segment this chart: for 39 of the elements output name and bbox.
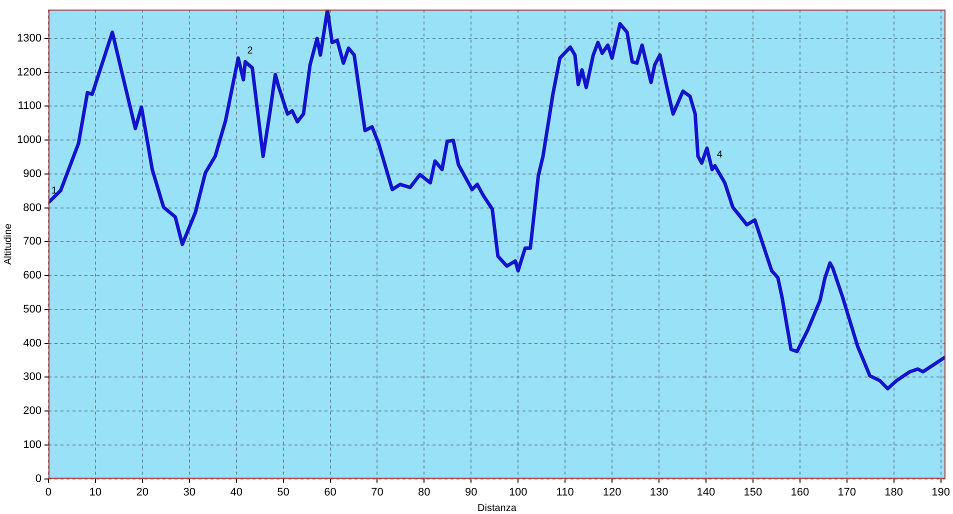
y-axis-title: Altitudine (2, 223, 14, 265)
x-tick-label: 170 (838, 486, 856, 498)
y-tick-label: 900 (23, 168, 42, 180)
x-tick-label: 80 (418, 486, 430, 498)
y-tick-label: 0 (35, 472, 42, 485)
x-tick-label: 180 (884, 486, 904, 498)
annotation: 1 (51, 185, 58, 196)
annotation: 2 (247, 46, 254, 57)
y-tick-label: 1300 (16, 32, 42, 44)
y-tick-label: 300 (23, 371, 42, 384)
y-tick-label: 1200 (16, 66, 42, 78)
x-tick-label: 100 (508, 486, 528, 498)
annotation: 4 (716, 150, 723, 161)
y-tick-label: 600 (23, 270, 42, 282)
y-tick-label: 100 (23, 438, 42, 451)
x-axis-title: Distanza (478, 502, 517, 514)
x-tick-label: 70 (371, 486, 384, 498)
y-tick-label: 400 (23, 337, 42, 350)
x-tick-label: 10 (89, 486, 102, 498)
x-tick-label: 90 (465, 486, 478, 498)
x-tick-label: 0 (45, 486, 52, 498)
x-tick-label: 50 (277, 486, 290, 498)
x-tick-label: 130 (650, 486, 668, 498)
x-tick-label: 60 (324, 486, 336, 498)
y-tick-label: 500 (23, 303, 42, 316)
y-tick-label: 800 (23, 202, 42, 214)
x-tick-label: 140 (696, 486, 716, 498)
x-tick-label: 120 (602, 486, 622, 498)
y-tick-label: 700 (23, 236, 42, 248)
y-tick-label: 200 (23, 405, 42, 418)
x-tick-label: 40 (230, 486, 242, 498)
x-tick-label: 30 (183, 486, 196, 498)
x-tick-label: 150 (744, 486, 762, 498)
y-tick-label: 1100 (18, 100, 42, 112)
x-tick-label: 110 (556, 486, 574, 498)
x-tick-label: 190 (932, 486, 950, 498)
x-tick-label: 20 (136, 486, 149, 498)
y-tick-label: 1000 (16, 134, 42, 146)
x-tick-label: 160 (790, 486, 810, 498)
